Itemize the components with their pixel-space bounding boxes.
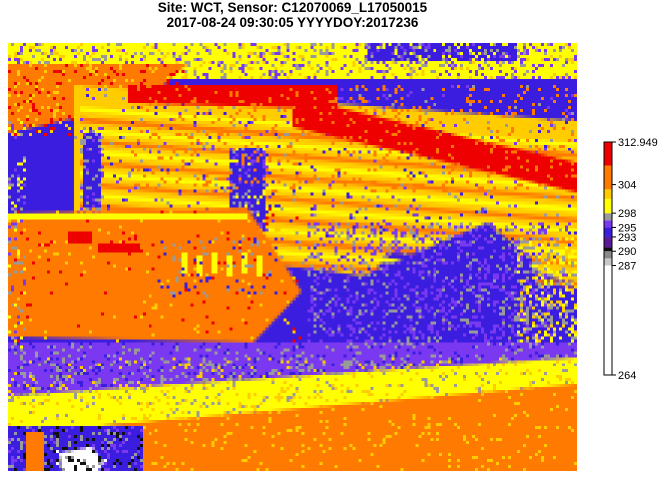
colorbar-segment-2 [604,251,612,259]
colorbar-segment-5 [604,227,612,237]
colorbar-segment-11 [604,142,612,166]
colorbar-tick-label-4: 293 [618,232,636,244]
colorbar-segment-1 [604,258,612,266]
chart-title: Site: WCT, Sensor: C12070069_L17050015 [157,0,428,15]
colorbar-tick-label-2: 298 [618,208,636,220]
thermal-heatmap [8,43,577,471]
colorbar-tick-label-3: 295 [618,222,636,234]
colorbar-segment-6 [604,220,612,228]
colorbar-segment-0 [604,265,612,375]
colorbar-segment-3 [604,247,612,252]
colorbar-segment-7 [604,213,612,221]
colorbar-tick-label-7: 264 [618,370,636,380]
colorbar-border [603,141,613,376]
colorbar-segment-9 [604,189,612,199]
colorbar-tick-label-5: 290 [618,246,636,258]
colorbar-segment-8 [604,198,612,214]
colorbar-tick-label-0: 312.949 [618,137,658,149]
chart-subtitle: 2017-08-24 09:30:05 YYYYDOY:2017236 [166,15,419,30]
colorbar-segment-10 [604,165,612,190]
colorbar-tick-label-1: 304 [618,180,636,192]
colorbar-segment-4 [604,236,612,248]
colorbar-tick-label-6: 287 [618,261,636,273]
